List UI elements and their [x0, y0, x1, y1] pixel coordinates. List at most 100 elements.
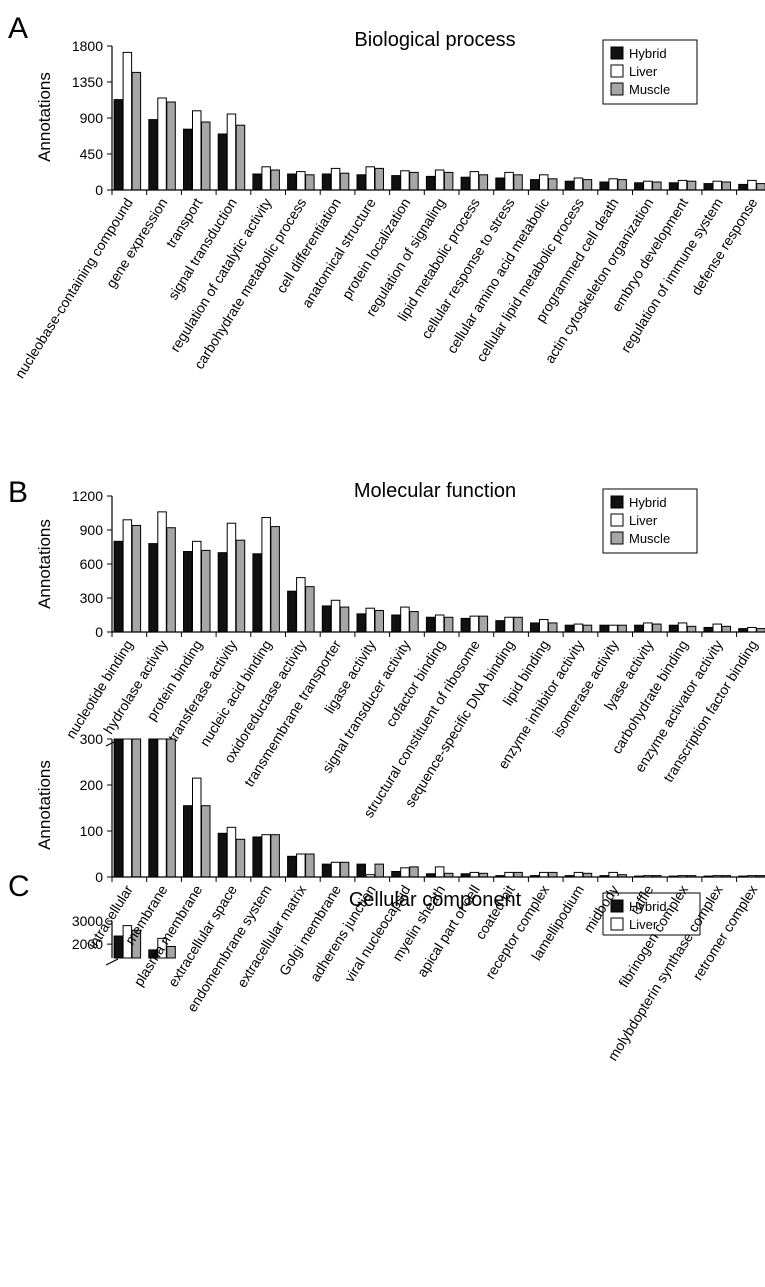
bar-hybrid-lower: [148, 738, 158, 878]
bar-hybrid: [564, 624, 575, 633]
y-tick-label: 300: [80, 731, 104, 747]
bar-hybrid: [530, 622, 540, 633]
y-tick-label: 2000: [72, 936, 103, 952]
y-tick-label: 450: [80, 146, 104, 162]
bar-muscle: [409, 611, 419, 633]
y-axis-title: Annotations: [35, 72, 54, 162]
bar-hybrid: [148, 543, 158, 633]
bar-hybrid: [356, 174, 366, 191]
bar-liver: [296, 577, 306, 633]
bar-muscle: [201, 121, 211, 191]
chart-title: Biological process: [354, 29, 515, 51]
legend-swatch-hybrid: [610, 495, 624, 509]
y-tick-label: 600: [80, 556, 104, 572]
chart-title: Cellular component: [349, 889, 522, 911]
bar-hybrid: [183, 805, 193, 878]
bar-muscle: [513, 174, 523, 191]
bar-liver: [365, 607, 375, 633]
legend-label-muscle: Muscle: [629, 531, 670, 546]
legend-label-hybrid: Hybrid: [629, 46, 667, 61]
bar-muscle: [478, 615, 489, 633]
bar-muscle: [305, 174, 315, 191]
bar-liver: [365, 166, 375, 191]
bar-liver: [747, 179, 757, 191]
bar-hybrid: [495, 620, 505, 633]
bar-liver: [192, 777, 202, 878]
y-axis-title: Annotations: [35, 760, 54, 850]
bar-muscle: [443, 171, 454, 191]
bar-hybrid: [391, 175, 401, 191]
bar-hybrid: [391, 614, 401, 633]
bar-muscle: [339, 172, 350, 191]
legend-swatch-muscle: [610, 82, 624, 96]
y-tick-label: 100: [80, 823, 104, 839]
bar-hybrid: [460, 617, 471, 633]
bar-muscle: [339, 861, 350, 878]
bar-hybrid: [321, 605, 332, 633]
bar-liver: [573, 871, 584, 878]
bar-liver: [192, 540, 202, 633]
y-tick-label: 1200: [72, 488, 103, 504]
bar-hybrid: [252, 836, 262, 878]
y-tick-label: 900: [80, 110, 104, 126]
legend-swatch-muscle: [610, 531, 624, 545]
bar-liver: [400, 867, 410, 878]
bar-hybrid: [425, 616, 436, 633]
bar-hybrid: [321, 173, 332, 191]
bar-liver-lower: [157, 738, 167, 878]
bar-liver: [677, 622, 688, 633]
bar-muscle: [652, 623, 662, 633]
bar-muscle: [478, 174, 489, 191]
bar-hybrid: [148, 119, 158, 191]
bar-muscle: [131, 71, 142, 191]
bar-hybrid: [287, 590, 297, 633]
bar-hybrid: [703, 183, 713, 191]
bar-liver-lower: [122, 738, 133, 878]
bar-liver: [296, 171, 306, 191]
bar-muscle: [374, 167, 384, 191]
bar-hybrid: [564, 180, 575, 191]
legend-label-liver: Liver: [629, 917, 658, 932]
y-tick-label: 3000: [72, 913, 103, 929]
bar-hybrid: [703, 626, 713, 633]
bar-liver: [608, 624, 618, 633]
bar-hybrid: [356, 613, 366, 633]
bar-hybrid: [287, 855, 297, 878]
bar-hybrid: [183, 551, 193, 633]
bar-hybrid: [530, 179, 540, 191]
legend-label-liver: Liver: [629, 513, 658, 528]
bar-muscle: [374, 863, 384, 878]
chart-title: Molecular function: [354, 480, 516, 502]
bar-hybrid-lower: [113, 738, 124, 878]
bar-hybrid: [217, 552, 228, 633]
bar-muscle: [409, 866, 419, 878]
bar-hybrid: [217, 832, 228, 878]
panel-a: A Biological process Annotations 0 450 900 135…: [8, 12, 765, 381]
bar-muscle: [652, 181, 662, 191]
bar-muscle: [548, 622, 558, 633]
bar-liver: [643, 180, 653, 191]
bar-hybrid: [321, 863, 332, 878]
legend-swatch-liver: [610, 64, 624, 78]
bar-muscle: [235, 539, 246, 633]
bar-muscle: [270, 834, 280, 878]
bar-hybrid: [495, 177, 505, 191]
bar-muscle: [166, 527, 176, 633]
bar-hybrid: [252, 173, 262, 191]
bar-liver: [712, 180, 722, 191]
bar-liver: [122, 51, 133, 191]
bar-muscle: [270, 169, 280, 191]
bar-muscle: [131, 524, 142, 633]
bar-liver: [504, 871, 514, 878]
bar-hybrid: [356, 863, 366, 878]
panel-letter: C: [8, 870, 30, 903]
y-tick-label: 0: [95, 869, 103, 885]
legend: Hybrid Liver Muscle: [602, 488, 698, 554]
bar-muscle: [443, 616, 454, 633]
bar-muscle: [305, 853, 315, 878]
bar-muscle-lower: [131, 738, 142, 878]
bar-hybrid: [425, 175, 436, 191]
bar-muscle: [339, 606, 350, 633]
bar-liver: [192, 110, 202, 191]
bar-hybrid: [599, 624, 609, 633]
